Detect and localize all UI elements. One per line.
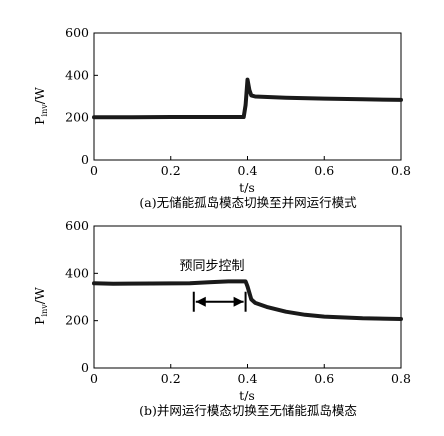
- panel-a-x-ticks: 0 0.2 0.4 0.6 0.8: [90, 156, 411, 178]
- y-tick-label: 400: [65, 265, 89, 280]
- panel-a-caption: (a)无储能孤岛模态切换至并网运行模式: [139, 195, 357, 210]
- y-tick-label: 0: [81, 152, 89, 167]
- panel-b-y-ticks: 0 200 400 600: [65, 218, 98, 375]
- panel-a-series-line: [92, 77, 403, 120]
- x-tick-label: 0.6: [314, 371, 334, 386]
- x-tick-label: 0.2: [161, 163, 181, 178]
- panel-b-annotation-text: 预同步控制: [179, 259, 244, 274]
- panel-b-series-line: [92, 279, 403, 321]
- panel-a-y-label-sub: inv: [40, 104, 49, 117]
- y-tick-label: 200: [65, 313, 89, 328]
- arrow-head-right: [233, 296, 244, 307]
- panel-b-caption: (b)并网运行模态切换至无储能孤岛模态: [139, 403, 357, 418]
- x-tick-label: 0.4: [238, 371, 258, 386]
- panel-a-y-ticks: 0 200 400 600: [65, 25, 98, 167]
- x-tick-label: 0.6: [314, 163, 334, 178]
- arrow-head-left: [195, 296, 206, 307]
- x-tick-label: 0.8: [391, 371, 411, 386]
- y-tick-label: 600: [65, 25, 89, 40]
- panel-b-x-ticks: 0 0.2 0.4 0.6 0.8: [90, 364, 411, 386]
- panel-b-x-label: t/s: [239, 388, 255, 403]
- x-tick-label: 0.4: [238, 163, 258, 178]
- x-tick-label: 0: [90, 163, 98, 178]
- y-tick-label: 600: [65, 218, 89, 233]
- panel-a-y-label: Pinv/W: [32, 87, 49, 125]
- panel-b: 0 200 400 600 0 0.2 0.4 0.6 0.8 预同步控制 Pinv/W t/…: [32, 218, 411, 418]
- y-tick-label: 400: [65, 67, 89, 82]
- panel-b-y-label-main: P: [32, 316, 47, 324]
- panel-b-y-label: Pinv/W: [32, 287, 49, 325]
- panel-a-x-label: t/s: [239, 180, 255, 195]
- panel-b-y-label-unit: /W: [32, 287, 47, 304]
- panel-b-plot-frame: [93, 225, 402, 369]
- panel-a-y-label-unit: /W: [32, 87, 47, 104]
- panel-a: 0 200 400 600 0 0.2 0.4 0.6 0.8 Pinv/W t/s (a)无…: [32, 25, 411, 210]
- y-tick-label: 200: [65, 110, 89, 125]
- x-tick-label: 0.2: [161, 371, 181, 386]
- x-tick-label: 0: [90, 371, 98, 386]
- x-tick-label: 0.8: [391, 163, 411, 178]
- panel-b-y-label-sub: inv: [40, 304, 49, 317]
- panel-a-y-label-main: P: [32, 116, 47, 124]
- panel-b-annotation-arrow: [192, 291, 247, 312]
- y-tick-label: 0: [81, 360, 89, 375]
